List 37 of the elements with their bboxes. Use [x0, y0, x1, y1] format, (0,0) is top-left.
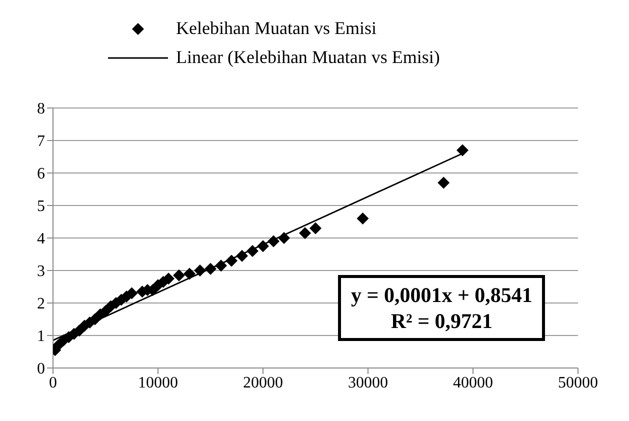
- y-tick-label: 0: [37, 360, 45, 378]
- annotation: R² = 0,9721: [390, 308, 494, 334]
- point: [226, 254, 238, 267]
- point: [215, 260, 227, 272]
- point: [456, 144, 468, 156]
- point: [204, 262, 216, 275]
- point: [194, 264, 206, 276]
- y-tick-label: 3: [37, 263, 45, 280]
- point: [268, 235, 280, 248]
- point: [278, 232, 290, 244]
- point: [310, 222, 322, 234]
- legend-label: Kelebihan Muatan vs Emisi: [176, 18, 376, 39]
- point: [356, 212, 369, 224]
- y-tick-label: 5: [37, 198, 45, 216]
- y-tick-label: 4: [37, 230, 45, 248]
- point: [184, 268, 196, 280]
- point: [246, 245, 258, 257]
- point: [438, 176, 450, 189]
- x-tick-label: 20000: [243, 374, 283, 392]
- x-tick-label: 30000: [348, 374, 388, 392]
- y-tick-label: 1: [37, 328, 45, 346]
- point: [236, 250, 248, 262]
- y-tick-label: 2: [37, 296, 45, 313]
- x-tick-label: 0: [49, 374, 57, 392]
- x-tick-label: 50000: [558, 374, 598, 392]
- point: [299, 227, 311, 240]
- y-tick-label: 8: [37, 100, 45, 118]
- x-tick-label: 10000: [138, 374, 178, 392]
- annotation: y = 0,0001x + 0,8541: [351, 282, 532, 308]
- legend-label: Linear (Kelebihan Muatan vs Emisi): [176, 47, 440, 68]
- point: [173, 269, 185, 282]
- point: [257, 240, 269, 252]
- text-box: y = 0,0001x + 0,8541 R² = 0,9721: [338, 275, 546, 341]
- point: [162, 272, 174, 285]
- y-tick-label: 6: [37, 166, 45, 183]
- y-tick-label: 7: [37, 133, 45, 150]
- x-tick-label: 40000: [453, 374, 493, 392]
